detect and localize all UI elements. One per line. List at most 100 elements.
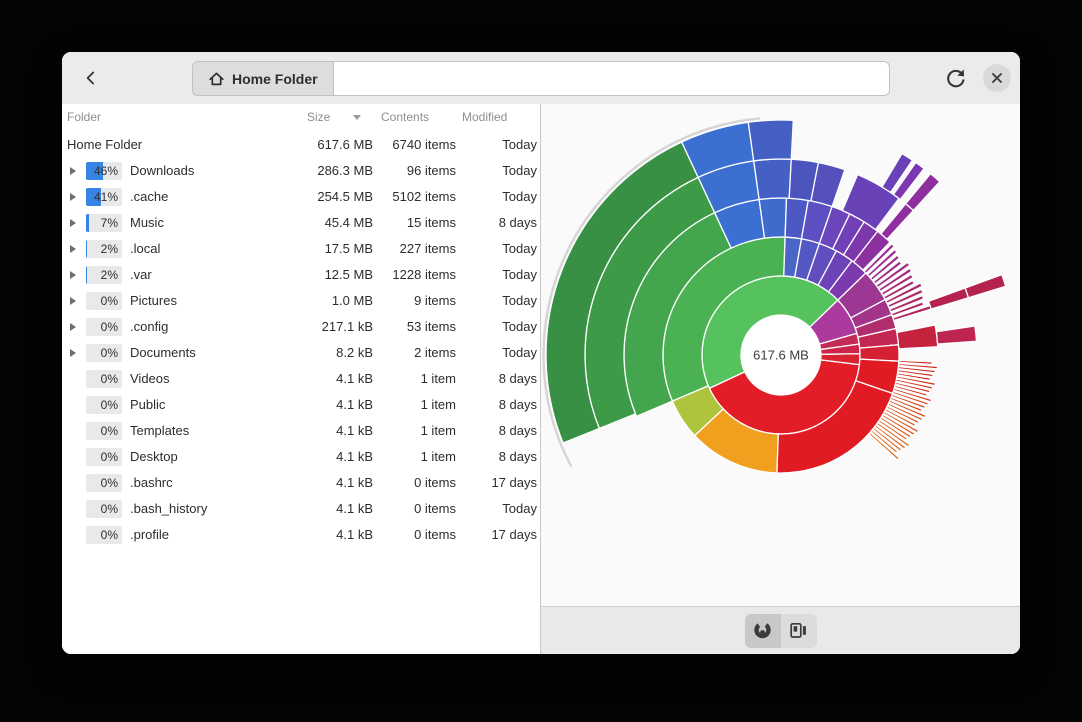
- chart-segment[interactable]: [889, 396, 923, 413]
- chart-segment[interactable]: [854, 313, 897, 338]
- chart-segment[interactable]: [881, 152, 914, 194]
- chart-segment[interactable]: [888, 399, 927, 419]
- column-header-folder[interactable]: Folder: [67, 110, 102, 124]
- chart-segment[interactable]: [810, 161, 846, 208]
- refresh-button[interactable]: [938, 63, 972, 95]
- treemap-chart-icon: [790, 622, 806, 638]
- chart-segment[interactable]: [866, 248, 898, 278]
- home-folder-button[interactable]: Home Folder: [192, 61, 334, 96]
- chart-segment[interactable]: [892, 161, 925, 201]
- chart-segment[interactable]: [883, 279, 916, 300]
- table-row[interactable]: 0% .profile 4.1 kB 0 items 17 days: [62, 522, 540, 548]
- expander-triangle-icon[interactable]: [70, 167, 76, 175]
- chart-segment[interactable]: [881, 413, 916, 437]
- usage-percent-label: 0%: [100, 450, 118, 464]
- chart-segment[interactable]: [869, 254, 901, 281]
- chart-segment[interactable]: [897, 369, 934, 378]
- expander-triangle-icon[interactable]: [70, 297, 76, 305]
- chart-segment[interactable]: [878, 267, 913, 293]
- chart-segment[interactable]: [890, 301, 925, 317]
- chart-segment[interactable]: [874, 424, 907, 450]
- chart-segment[interactable]: [885, 405, 920, 425]
- folder-size: 286.3 MB: [317, 163, 373, 178]
- table-row[interactable]: 0% Public 4.1 kB 1 item 8 days: [62, 392, 540, 418]
- table-row[interactable]: 0% .bash_history 4.1 kB 0 items Today: [62, 496, 540, 522]
- chart-segment[interactable]: [859, 344, 900, 362]
- treemap-view-button[interactable]: [780, 613, 817, 648]
- chart-segment[interactable]: [890, 393, 927, 410]
- folder-contents: 0 items: [414, 475, 456, 490]
- chart-segment[interactable]: [894, 381, 931, 394]
- column-header-modified[interactable]: Modified: [462, 110, 508, 124]
- chart-segment[interactable]: [868, 431, 901, 461]
- chart-segment[interactable]: [870, 429, 899, 454]
- table-row[interactable]: 0% Documents 8.2 kB 2 items Today: [62, 340, 540, 366]
- table-row[interactable]: 2% .var 12.5 MB 1228 items Today: [62, 262, 540, 288]
- expander-triangle-icon[interactable]: [70, 349, 76, 357]
- chart-segment[interactable]: [671, 385, 724, 437]
- folder-modified: 8 days: [498, 215, 537, 230]
- table-row[interactable]: Home Folder 617.6 MB 6740 items Today: [62, 132, 540, 158]
- chart-segment[interactable]: [885, 282, 923, 305]
- close-button[interactable]: [983, 64, 1011, 92]
- chart-segment[interactable]: [964, 273, 1007, 299]
- chart-segment[interactable]: [872, 260, 903, 285]
- chart-segment[interactable]: [896, 324, 939, 350]
- chart-segment[interactable]: [879, 416, 912, 439]
- chart-segment[interactable]: [758, 197, 788, 239]
- chart-segment[interactable]: [895, 378, 934, 390]
- chart-segment[interactable]: [935, 325, 978, 345]
- rings-view-button[interactable]: [744, 613, 781, 648]
- chart-segment[interactable]: [788, 158, 820, 202]
- expander-triangle-icon[interactable]: [70, 193, 76, 201]
- chart-segment[interactable]: [887, 402, 924, 422]
- chart-segment[interactable]: [889, 294, 925, 313]
- chart-segment[interactable]: [875, 261, 911, 289]
- chart-segment[interactable]: [927, 287, 970, 310]
- chart-segment[interactable]: [892, 304, 932, 322]
- chart-segment[interactable]: [892, 387, 933, 403]
- expander-triangle-icon[interactable]: [70, 323, 76, 331]
- chart-segment[interactable]: [905, 173, 941, 212]
- folder-modified: Today: [502, 267, 537, 282]
- chart-segment[interactable]: [896, 372, 932, 382]
- chart-segment[interactable]: [898, 359, 933, 365]
- table-row[interactable]: 7% Music 45.4 MB 15 items 8 days: [62, 210, 540, 236]
- chart-segment[interactable]: [681, 121, 755, 179]
- chart-segment[interactable]: [753, 158, 792, 201]
- table-row[interactable]: 46% Downloads 286.3 MB 96 items Today: [62, 158, 540, 184]
- chart-segment[interactable]: [876, 421, 911, 448]
- folder-size: 12.5 MB: [324, 267, 373, 282]
- back-button[interactable]: [74, 62, 108, 94]
- expander-triangle-icon[interactable]: [70, 245, 76, 253]
- path-entry[interactable]: [333, 61, 890, 96]
- chart-segment[interactable]: [872, 426, 903, 452]
- usage-percent-bar: 0%: [86, 448, 122, 466]
- chart-segment[interactable]: [896, 375, 937, 387]
- chart-segment[interactable]: [545, 141, 699, 444]
- chart-segment[interactable]: [887, 288, 924, 309]
- chart-segment[interactable]: [882, 411, 920, 434]
- chart-segment[interactable]: [747, 119, 794, 162]
- table-row[interactable]: 2% .local 17.5 MB 227 items Today: [62, 236, 540, 262]
- table-row[interactable]: 41% .cache 254.5 MB 5102 items Today: [62, 184, 540, 210]
- chart-segment[interactable]: [863, 243, 896, 275]
- table-row[interactable]: 0% .config 217.1 kB 53 items Today: [62, 314, 540, 340]
- column-header-contents[interactable]: Contents: [381, 110, 430, 124]
- chart-segment[interactable]: [897, 362, 939, 370]
- chart-segment[interactable]: [897, 365, 936, 374]
- chart-segment[interactable]: [891, 390, 930, 406]
- table-row[interactable]: 0% Templates 4.1 kB 1 item 8 days: [62, 418, 540, 444]
- chart-segment[interactable]: [694, 408, 779, 474]
- table-row[interactable]: 0% Pictures 1.0 MB 9 items Today: [62, 288, 540, 314]
- column-header-size[interactable]: Size: [307, 110, 331, 124]
- chart-segment[interactable]: [880, 273, 914, 296]
- chart-segment[interactable]: [877, 419, 909, 441]
- expander-triangle-icon[interactable]: [70, 271, 76, 279]
- chart-segment[interactable]: [893, 384, 928, 397]
- chart-segment[interactable]: [884, 408, 917, 428]
- table-row[interactable]: 0% .bashrc 4.1 kB 0 items 17 days: [62, 470, 540, 496]
- table-row[interactable]: 0% Desktop 4.1 kB 1 item 8 days: [62, 444, 540, 470]
- expander-triangle-icon[interactable]: [70, 219, 76, 227]
- table-row[interactable]: 0% Videos 4.1 kB 1 item 8 days: [62, 366, 540, 392]
